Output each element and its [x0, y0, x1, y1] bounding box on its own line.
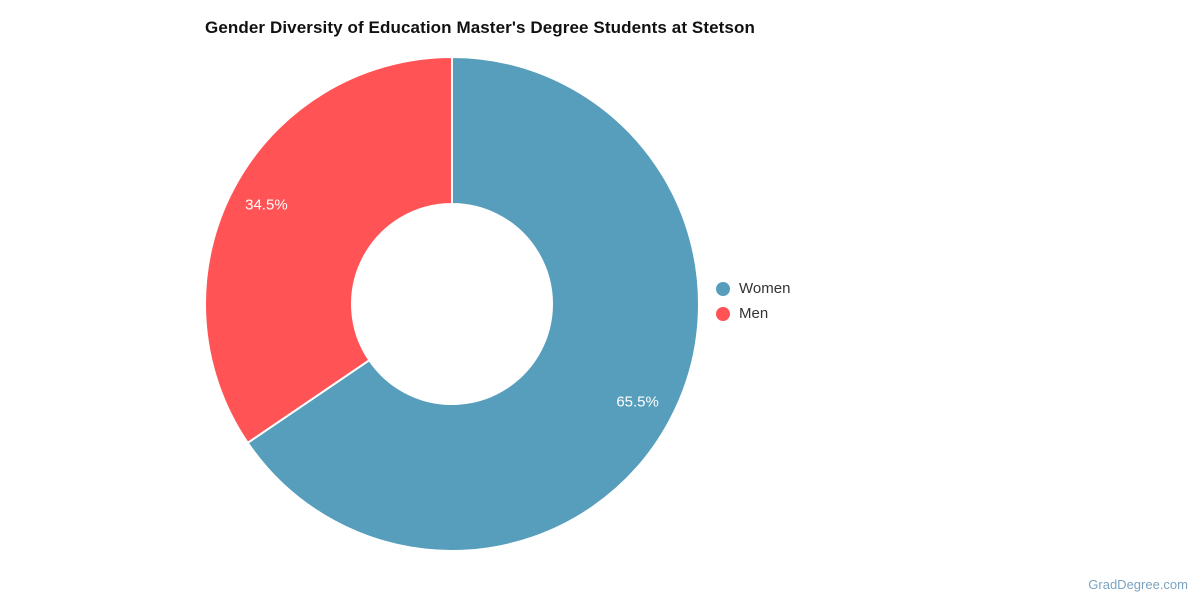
legend-item-men[interactable]: Men	[716, 301, 790, 326]
chart-legend: Women Men	[716, 276, 790, 326]
legend-label-men: Men	[739, 305, 769, 322]
chart-title: Gender Diversity of Education Master's D…	[205, 18, 755, 37]
pie-slice-women[interactable]	[246, 56, 700, 552]
pie-slice-men[interactable]	[204, 56, 453, 444]
donut-chart: 65.5% 34.5%	[204, 56, 700, 552]
legend-label-women: Women	[739, 280, 791, 297]
slice-label-men: 34.5%	[245, 197, 288, 214]
legend-swatch-women	[716, 281, 730, 296]
slice-label-women: 65.5%	[616, 393, 659, 410]
legend-swatch-men	[716, 306, 730, 321]
legend-item-women[interactable]: Women	[716, 276, 790, 301]
watermark-link[interactable]: GradDegree.com	[1088, 577, 1188, 592]
